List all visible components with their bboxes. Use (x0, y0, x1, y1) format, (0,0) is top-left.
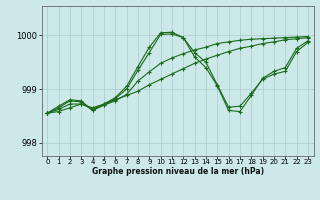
X-axis label: Graphe pression niveau de la mer (hPa): Graphe pression niveau de la mer (hPa) (92, 167, 264, 176)
